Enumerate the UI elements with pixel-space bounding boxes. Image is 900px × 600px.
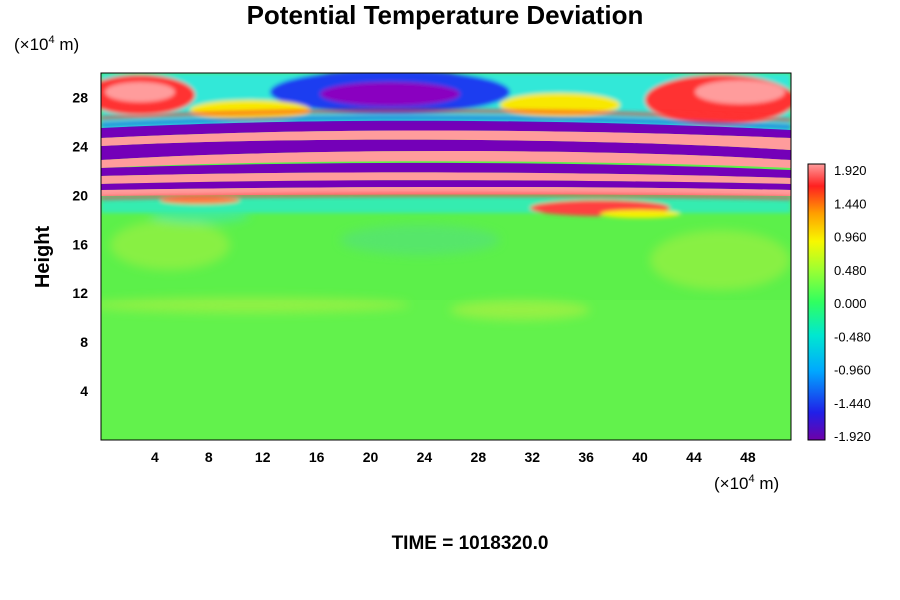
y-axis-label: Height [32, 226, 54, 289]
x-tick-label: 12 [255, 449, 271, 465]
y-tick-label: 20 [72, 187, 88, 203]
y-tick-label: 4 [80, 383, 88, 399]
x-tick-label: 28 [471, 449, 487, 465]
x-tick-label: 48 [740, 449, 756, 465]
x-tick-label: 8 [205, 449, 213, 465]
chart-title: Potential Temperature Deviation [247, 0, 644, 30]
colorbar-tick-label: 1.920 [834, 163, 867, 178]
colorbar-tick-label: 0.480 [834, 263, 867, 278]
colorbar-tick-label: 0.000 [834, 296, 867, 311]
x-tick-label: 44 [686, 449, 702, 465]
colorbar [807, 163, 826, 441]
plot-frame [100, 72, 792, 441]
y-tick-label: 24 [72, 138, 88, 154]
x-tick-label: 4 [151, 449, 159, 465]
colorbar-tick-label: -1.440 [834, 396, 871, 411]
colorbar-ticks: 1.920 1.440 0.960 0.480 0.000 -0.480 -0.960 -1.… [834, 163, 871, 444]
x-tick-label: 32 [524, 449, 540, 465]
colorbar-tick-label: -0.960 [834, 363, 871, 378]
colorbar-tick-label: -0.480 [834, 329, 871, 344]
colorbar-tick-label: -1.920 [834, 429, 871, 444]
x-axis-unit: (×104 m) [714, 473, 779, 493]
x-axis-ticks: 4 8 12 16 20 24 28 32 36 40 44 48 [151, 449, 756, 465]
y-tick-label: 8 [80, 334, 88, 350]
y-axis-unit: (×104 m) [14, 34, 79, 54]
x-tick-label: 16 [309, 449, 325, 465]
x-tick-label: 24 [417, 449, 433, 465]
y-tick-label: 28 [72, 89, 88, 105]
colorbar-tick-label: 0.960 [834, 230, 867, 245]
y-tick-label: 16 [72, 236, 88, 252]
y-tick-label: 12 [72, 285, 88, 301]
x-tick-label: 20 [363, 449, 379, 465]
heatmap-field [101, 73, 791, 440]
y-axis-ticks: 4 8 12 16 20 24 28 [72, 89, 88, 399]
x-tick-label: 40 [632, 449, 648, 465]
time-label: TIME = 1018320.0 [392, 533, 549, 554]
colorbar-tick-label: 1.440 [834, 196, 867, 211]
x-tick-label: 36 [578, 449, 594, 465]
